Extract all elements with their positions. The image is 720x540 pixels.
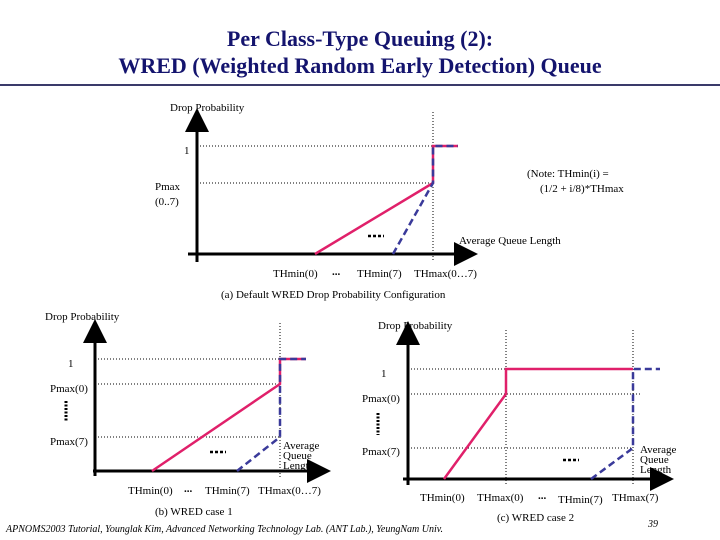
class7-curve bbox=[236, 357, 306, 472]
y-tick-1: 1 bbox=[184, 145, 190, 157]
class7-curve bbox=[590, 367, 660, 481]
x-tick-thmin7: THmin(7) bbox=[558, 494, 603, 506]
caption-c: (c) WRED case 2 bbox=[497, 512, 574, 524]
slide-title-line1: Per Class-Type Queuing (2): bbox=[226, 26, 494, 51]
x-axis-label-3: Length bbox=[283, 460, 315, 472]
y-tick-pmax: Pmax bbox=[155, 181, 181, 193]
slide-footer: APNOMS2003 Tutorial, Younglak Kim, Advan… bbox=[6, 524, 443, 535]
y-tick-pmax0: Pmax(0) bbox=[50, 383, 88, 395]
x-axis-label-3: Length bbox=[640, 464, 672, 476]
x-tick-thmin7: THmin(7) bbox=[357, 268, 402, 280]
x-axis-label-1: Average bbox=[640, 444, 677, 456]
caption-a: (a) Default WRED Drop Probability Config… bbox=[221, 289, 446, 301]
class0-curve bbox=[442, 367, 633, 480]
x-tick-thmin0: THmin(0) bbox=[273, 268, 318, 280]
x-axis-label-2: Queue bbox=[640, 454, 669, 466]
diagram-b: Drop Probability 1 Pmax(0) Pmax(7) Avera… bbox=[45, 311, 331, 518]
x-axis-label-2: Queue bbox=[283, 450, 312, 462]
note-line1: (Note: THmin(i) = bbox=[527, 168, 609, 180]
title-divider bbox=[0, 84, 720, 86]
slide-title-line2: WRED (Weighted Random Early Detection) Q… bbox=[118, 53, 602, 78]
x-tick-thmax: THmax(0…7) bbox=[258, 485, 321, 497]
x-tick-thmin0: THmin(0) bbox=[420, 492, 465, 504]
y-tick-pmax-range: (0..7) bbox=[155, 196, 179, 208]
y-tick-pmax7: Pmax(7) bbox=[362, 446, 400, 458]
note-line2: (1/2 + i/8)*THmax bbox=[540, 183, 624, 195]
x-axis-label: Average Queue Length bbox=[459, 235, 561, 247]
y-axis-label: Drop Probability bbox=[45, 311, 120, 323]
x-tick-thmin7: THmin(7) bbox=[205, 485, 250, 497]
x-tick-thmax0: THmax(0) bbox=[477, 492, 524, 504]
x-tick-thmax7: THmax(7) bbox=[612, 492, 659, 504]
y-axis-label: Drop Probability bbox=[378, 320, 453, 332]
y-tick-pmax0: Pmax(0) bbox=[362, 393, 400, 405]
x-tick-thmin0: THmin(0) bbox=[128, 485, 173, 497]
diagram-c: Drop Probability 1 Pmax(0) Pmax(7) Avera… bbox=[362, 320, 677, 524]
x-tick-ellipsis: ... bbox=[184, 483, 193, 495]
y-tick-pmax7: Pmax(7) bbox=[50, 436, 88, 448]
diagram-a: Drop Probability 1 Pmax (0..7) Average Q… bbox=[155, 102, 624, 301]
y-axis-label: Drop Probability bbox=[170, 102, 245, 114]
page-number: 39 bbox=[648, 519, 658, 530]
caption-b: (b) WRED case 1 bbox=[155, 506, 233, 518]
x-tick-thmax: THmax(0…7) bbox=[414, 268, 477, 280]
class7-curve bbox=[391, 144, 458, 255]
y-tick-1: 1 bbox=[68, 358, 74, 370]
x-axis-label-1: Average bbox=[283, 440, 320, 452]
y-tick-1: 1 bbox=[381, 368, 387, 380]
x-tick-ellipsis: ... bbox=[538, 490, 547, 502]
class0-curve bbox=[314, 144, 458, 256]
x-tick-ellipsis: ... bbox=[332, 266, 341, 278]
